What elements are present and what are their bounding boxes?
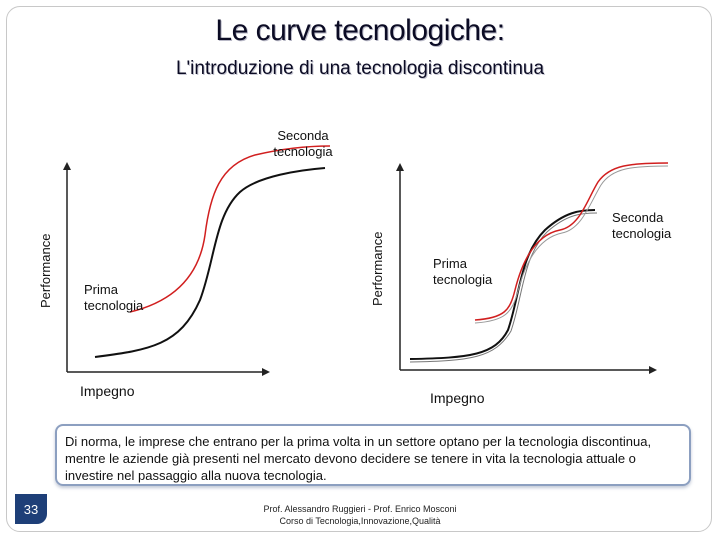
right-y-axis-label: Performance — [370, 231, 385, 306]
footer: Prof. Alessandro Ruggieri - Prof. Enrico… — [230, 503, 490, 527]
page-number-badge: 33 — [15, 494, 47, 524]
left-first-technology-label: Prima tecnologia — [84, 282, 144, 313]
left-x-axis-label: Impegno — [80, 383, 135, 399]
explanation-note: Di norma, le imprese che entrano per la … — [55, 424, 691, 486]
footer-course: Corso di Tecnologia,Innovazione,Qualità — [279, 516, 441, 526]
left-second-technology-curve — [129, 145, 331, 313]
right-second-technology-curve-shadow — [474, 165, 669, 324]
left-y-axis-label: Performance — [38, 233, 53, 308]
slide-subtitle: L'introduzione di una tecnologia discont… — [175, 58, 545, 79]
left-second-technology-label: Seconda tecnologia — [273, 128, 333, 159]
slide-title: Le curve tecnologiche: — [215, 14, 505, 47]
footer-authors: Prof. Alessandro Ruggieri - Prof. Enrico… — [263, 504, 457, 514]
right-first-technology-curve-shadow — [409, 212, 598, 363]
right-second-technology-curve — [474, 162, 669, 321]
slide-frame — [6, 6, 712, 532]
right-x-axis-label: Impegno — [430, 390, 485, 406]
left-first-technology-curve — [94, 167, 326, 358]
right-first-technology-label: Prima tecnologia — [433, 256, 493, 287]
right-second-technology-label: Seconda tecnologia — [612, 210, 672, 241]
